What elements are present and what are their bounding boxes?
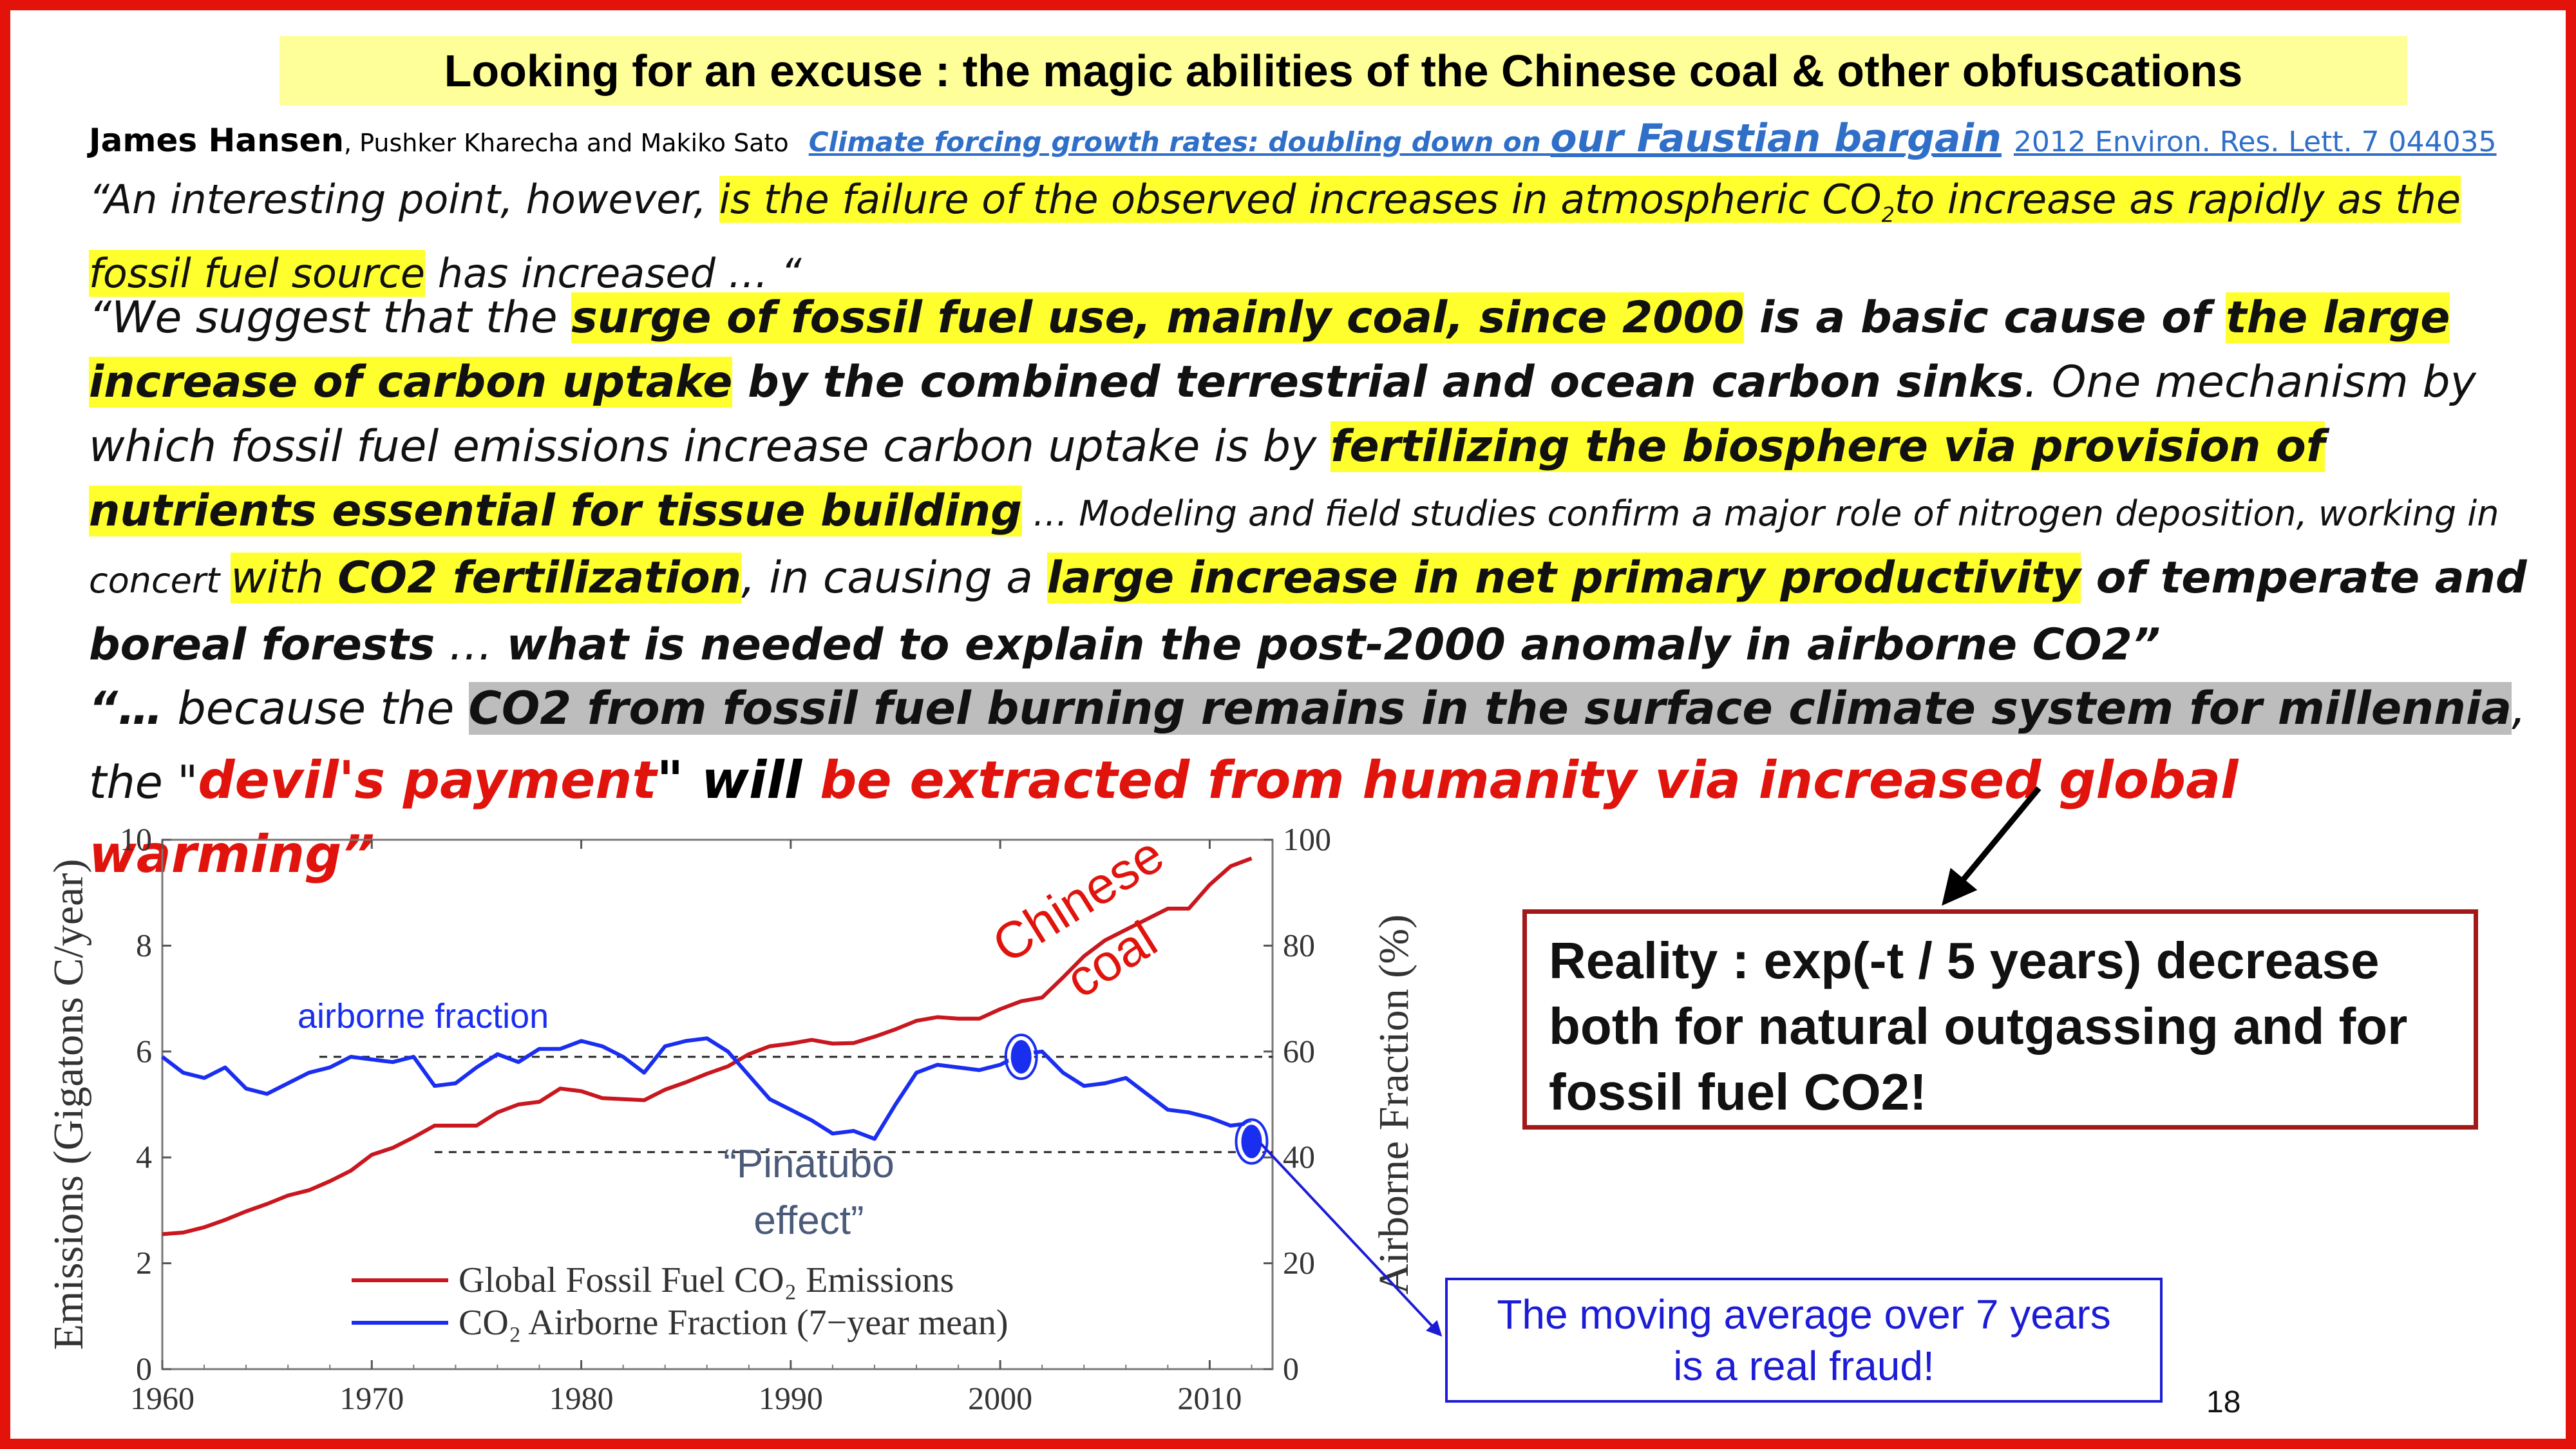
coauthors: , Pushker Kharecha and Makiko Sato [343, 129, 789, 157]
x-tick-label: 2000 [968, 1380, 1032, 1416]
highlighted-point-1 [1008, 1037, 1034, 1077]
quote-3: “… because the CO2 from fossil fuel burn… [89, 672, 2536, 893]
legend-label-emissions: Global Fossil Fuel CO₂ Emissions [459, 1260, 954, 1300]
quote-1-text-a: “An interesting point, however, [89, 176, 719, 223]
quote-2-text-e: by the combined terrestrial and ocean ca… [732, 357, 2024, 408]
x-tick-label: 2010 [1177, 1380, 1242, 1416]
citation-line: James Hansen, Pushker Kharecha and Makik… [89, 116, 2536, 174]
y-left-tick-label: 6 [136, 1033, 152, 1069]
airborne-fraction-annotation: airborne fraction [298, 997, 549, 1036]
quote-1-text-c: to increase as rapidly as the fossil fue… [89, 176, 2461, 298]
quote-2: “We suggest that the surge of fossil fue… [89, 286, 2536, 677]
reality-line-1: Reality : exp(-t / 5 years) decrease [1549, 932, 2380, 989]
pinatubo-annotation-line-2: effect” [753, 1198, 864, 1243]
quote-3-highlight-gray: CO2 from fossil fuel burning remains in … [468, 682, 2512, 735]
quote-2-text-c: is a basic cause of [1744, 292, 2226, 343]
highlighted-point-2 [1238, 1122, 1265, 1161]
chart-series [161, 856, 1253, 1236]
quote-3-text-h: ” [341, 824, 375, 884]
quote-2-highlight-ij: with CO2 fertilization [231, 553, 742, 603]
highlighted-point-ring-1 [1004, 1034, 1038, 1081]
slide-title: Looking for an excuse : the magic abilit… [279, 36, 2407, 106]
x-tick-label: 1980 [549, 1380, 614, 1416]
page-number: 18 [2206, 1385, 2241, 1419]
quote-3-text-f: " will [656, 750, 820, 810]
fraud-line-2: is a real fraud! [1673, 1343, 1935, 1389]
quote-1-text-d: has increased … “ [424, 250, 802, 298]
y-right-tick-label: 0 [1283, 1350, 1299, 1387]
quote-1-subscript: 2 [1881, 202, 1895, 227]
quote-2-text-j: CO2 fertilization [337, 553, 742, 603]
y-right-tick-label: 20 [1283, 1245, 1315, 1281]
quote-3-text-b: because the [163, 682, 469, 735]
y-right-axis-label: Airborne Fraction (%) [1370, 914, 1417, 1294]
chart-annotations: airborne fractionChinesecoal“Pinatuboeff… [298, 825, 1269, 1243]
quote-2-text-i: with [231, 553, 338, 603]
quote-2-highlight-l: large increase in net primary productivi… [1046, 553, 2081, 603]
quote-2-text-o: what is needed to explain the post-2000 … [506, 620, 2161, 670]
y-left-tick-label: 4 [136, 1139, 152, 1175]
reality-line-2: both for natural outgassing and for [1549, 998, 2408, 1055]
x-tick-label: 1960 [130, 1380, 194, 1416]
plot-frame [161, 838, 1274, 1370]
quote-2-text-f: . One mechanism by which fossil fuel emi… [89, 357, 2476, 472]
y-right-tick-label: 60 [1283, 1033, 1315, 1069]
quote-2-text-m: of temperate and boreal forests [89, 553, 2527, 670]
highlighted-point-ring-2 [1235, 1118, 1269, 1165]
reference-link[interactable]: 2012 Environ. Res. Lett. 7 044035 [2013, 126, 2497, 158]
y-left-tick-label: 8 [136, 927, 152, 963]
reference-lines [319, 1056, 1273, 1153]
paper-title-part-b: our Faustian bargain [1550, 116, 2002, 161]
devils-payment-text: devil's payment [198, 750, 657, 810]
fraud-line-1: The moving average over 7 years [1497, 1291, 2111, 1338]
pinatubo-annotation-line-1: “Pinatubo [723, 1142, 894, 1186]
x-tick-label: 1990 [759, 1380, 823, 1416]
y-left-axis-label: Emissions (Gigatons C/year) [45, 859, 92, 1350]
reality-callout: Reality : exp(-t / 5 years) decrease bot… [1522, 909, 2478, 1130]
quote-2-text-k: , in causing a [741, 553, 1047, 603]
airborne-fraction-series-line [161, 1036, 1252, 1141]
author-name: James Hansen [89, 122, 344, 159]
y-left-tick-label: 2 [136, 1245, 152, 1281]
y-left-tick-label: 10 [120, 821, 152, 857]
quote-2-highlight-b: surge of fossil fuel use, mainly coal, s… [571, 292, 1745, 343]
quote-2-text-a: “We suggest that the [89, 292, 572, 343]
y-left-tick-label: 0 [136, 1350, 152, 1387]
y-right-tick-label: 40 [1283, 1139, 1315, 1175]
quote-1-text-b: is the failure of the observed increases… [719, 176, 1882, 223]
x-tick-label: 1970 [339, 1380, 404, 1416]
emissions-airborne-chart: Emissions (Gigatons C/year) Airborne Frac… [45, 821, 1417, 1416]
quote-2-text-h: … Modeling and field studies confirm a m… [89, 493, 2499, 601]
quote-1: “An interesting point, however, is the f… [89, 170, 2536, 303]
y-right-tick-label: 80 [1283, 927, 1315, 963]
quote-3-text-a: “… [89, 682, 164, 735]
fraud-callout: The moving average over 7 years is a rea… [1445, 1278, 2163, 1403]
paper-title-part-a: Climate forcing growth rates: doubling d… [808, 126, 1551, 158]
paper-title-link[interactable]: Climate forcing growth rates: doubling d… [808, 116, 2002, 161]
legend-label-airborne: CO₂ Airborne Fraction (7−year mean) [459, 1303, 1009, 1343]
quote-2-text-n: … [435, 620, 507, 670]
quote-3-text-d: , the " [89, 682, 2526, 809]
y-right-tick-label: 100 [1283, 821, 1331, 857]
reality-line-3: fossil fuel CO2! [1549, 1063, 1927, 1121]
